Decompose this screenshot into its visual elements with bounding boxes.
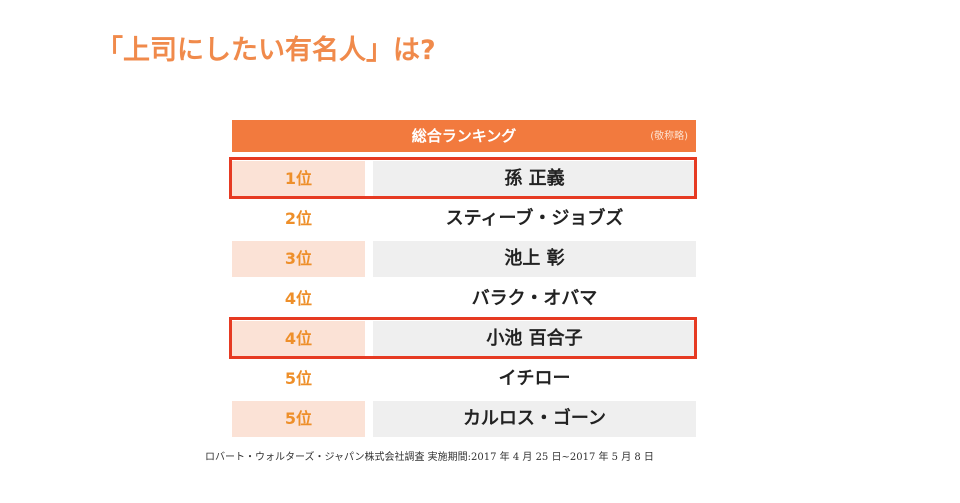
ranking-row: 2位 スティーブ・ジョブズ xyxy=(232,201,696,241)
ranking-row: 3位 池上 彰 xyxy=(232,241,696,281)
name-cell: 池上 彰 xyxy=(373,241,696,277)
name-cell: 孫 正義 xyxy=(373,161,696,197)
rank-cell: 1位 xyxy=(232,161,365,197)
rank-cell: 4位 xyxy=(232,321,365,357)
ranking-header-note: (敬称略) xyxy=(650,131,688,142)
ranking-row: 4位 小池 百合子 xyxy=(229,317,697,361)
ranking-row: 5位 カルロス・ゴーン xyxy=(232,401,696,441)
ranking-rows: 1位 孫 正義 2位 スティーブ・ジョブズ 3位 池上 彰 4位 バラク・オバマ… xyxy=(229,157,697,441)
name-cell: カルロス・ゴーン xyxy=(373,401,696,437)
rank-cell: 5位 xyxy=(284,369,313,388)
name-cell: イチロー xyxy=(498,368,571,389)
ranking-row: 5位 イチロー xyxy=(232,361,696,401)
name-cell: スティーブ・ジョブズ xyxy=(445,208,624,229)
rank-cell: 3位 xyxy=(232,241,365,277)
name-cell: 小池 百合子 xyxy=(373,321,696,357)
rank-cell: 5位 xyxy=(232,401,365,437)
source-note: ロバート・ウォルターズ・ジャパン株式会社調査 実施期間:2017 年 4 月 2… xyxy=(205,452,654,463)
rank-cell: 4位 xyxy=(284,289,313,308)
ranking-header-title: 総合ランキング xyxy=(411,127,517,145)
page-title: 「上司にしたい有名人」は? xyxy=(96,35,436,66)
rank-cell: 2位 xyxy=(284,209,313,228)
ranking-table: 総合ランキング (敬称略) 1位 孫 正義 2位 スティーブ・ジョブズ 3位 池… xyxy=(229,120,697,441)
ranking-header: 総合ランキング (敬称略) xyxy=(232,120,696,152)
ranking-row: 1位 孫 正義 xyxy=(229,157,697,201)
ranking-row: 4位 バラク・オバマ xyxy=(232,281,696,321)
name-cell: バラク・オバマ xyxy=(471,288,598,309)
